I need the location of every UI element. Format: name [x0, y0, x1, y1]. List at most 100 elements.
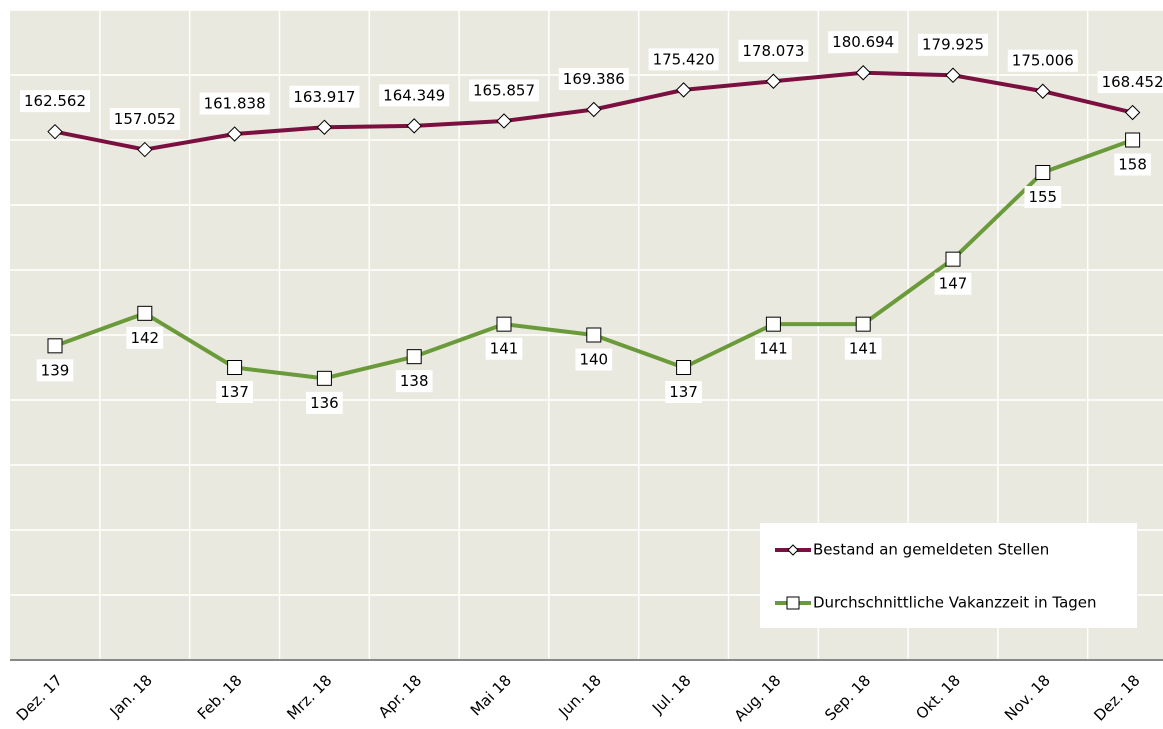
marker — [1035, 83, 1051, 99]
data-label-text: 162.562 — [24, 92, 86, 110]
data-label-text: 140 — [579, 351, 608, 369]
label-box — [468, 79, 540, 102]
legend-label: Bestand an gemeldeten Stellen — [813, 541, 1049, 559]
x-tick-label: Apr. 18 — [375, 671, 425, 721]
data-label-text: 164.349 — [383, 86, 445, 104]
legend-marker — [786, 596, 800, 610]
x-tick-label: Jul. 18 — [648, 671, 694, 717]
marker — [316, 370, 332, 386]
data-label-text: 147 — [939, 275, 968, 293]
data-label-text: 179.925 — [922, 36, 984, 54]
data-label-text: 168.452 — [1102, 73, 1163, 91]
marker — [496, 113, 512, 129]
label-box — [199, 92, 270, 115]
data-label: 137 — [665, 381, 702, 403]
data-label: 178.073 — [738, 39, 809, 62]
data-label: 141 — [755, 337, 792, 360]
data-label-text: 175.420 — [653, 50, 715, 68]
label-box — [379, 84, 450, 107]
marker — [137, 305, 153, 321]
label-box — [648, 48, 719, 71]
data-label: 168.452 — [1097, 71, 1163, 94]
marker — [945, 251, 961, 267]
data-label: 157.052 — [109, 108, 180, 131]
marker — [765, 316, 781, 332]
data-label: 175.420 — [648, 48, 719, 71]
x-tick-label: Dez. 18 — [1090, 671, 1143, 724]
data-label-text: 163.917 — [293, 88, 355, 106]
data-label: 163.917 — [289, 85, 360, 108]
x-tick-label: Sep. 18 — [821, 671, 874, 724]
marker — [47, 123, 63, 140]
x-tick-label: Nov. 18 — [1001, 671, 1054, 724]
data-label-text: 138 — [400, 372, 429, 390]
marker — [675, 82, 692, 98]
label-box — [306, 391, 343, 414]
x-tick-label: Jun. 18 — [555, 671, 605, 721]
data-label: 147 — [934, 272, 972, 295]
marker — [137, 141, 153, 158]
data-label-text: 169.386 — [563, 70, 625, 88]
x-tick-label: Dez. 17 — [13, 671, 66, 724]
label-box — [844, 337, 882, 360]
data-label: 180.694 — [828, 31, 899, 54]
marker — [406, 118, 422, 134]
label-box — [738, 39, 809, 62]
marker — [226, 126, 243, 142]
marker — [676, 360, 692, 375]
label-box — [36, 359, 74, 382]
data-label-text: 141 — [759, 340, 788, 358]
label-box — [395, 370, 433, 393]
label-box — [19, 90, 91, 113]
label-box — [1114, 153, 1151, 176]
marker — [855, 65, 871, 81]
data-label: 175.006 — [1007, 49, 1078, 72]
data-label-text: 141 — [490, 340, 519, 358]
label-box — [575, 348, 613, 371]
data-label: 164.349 — [379, 84, 450, 107]
data-label-text: 137 — [220, 383, 249, 401]
data-label-text: 161.838 — [204, 95, 266, 113]
legend-marker — [787, 544, 799, 556]
label-box — [665, 381, 702, 403]
data-label: 138 — [395, 370, 433, 393]
data-label: 141 — [485, 337, 523, 360]
legend-box — [760, 523, 1137, 628]
data-label-text: 175.006 — [1012, 52, 1074, 70]
data-label-text: 158 — [1118, 156, 1147, 174]
x-tick-label: Mrz. 18 — [283, 671, 335, 723]
label-box — [216, 381, 253, 403]
data-label: 142 — [126, 326, 164, 349]
data-label-text: 165.857 — [473, 81, 535, 99]
x-tick-label: Aug. 18 — [731, 671, 785, 725]
marker — [586, 101, 602, 118]
label-box — [558, 67, 629, 90]
data-label: 140 — [575, 348, 613, 371]
data-label: 158 — [1114, 153, 1151, 176]
marker — [945, 67, 961, 83]
x-tick-label: Jan. 18 — [106, 671, 156, 721]
data-label: 139 — [36, 359, 74, 382]
legend-label: Durchschnittliche Vakanzzeit in Tagen — [813, 594, 1097, 612]
x-tick-label: Feb. 18 — [194, 671, 246, 723]
data-label-text: 137 — [669, 383, 698, 401]
data-label: 141 — [844, 337, 882, 360]
data-label: 136 — [306, 391, 343, 414]
marker — [765, 73, 782, 89]
marker — [586, 327, 602, 343]
marker — [855, 316, 871, 332]
marker — [1124, 104, 1141, 121]
x-tick-label: Mai 18 — [467, 671, 515, 719]
label-box — [934, 272, 972, 295]
data-label: 162.562 — [19, 90, 91, 113]
marker — [1035, 165, 1051, 180]
data-label-text: 136 — [310, 394, 339, 412]
legend: Bestand an gemeldeten Stellen Durchschnit… — [760, 523, 1137, 628]
marker — [47, 338, 63, 354]
data-label: 179.925 — [917, 33, 989, 56]
label-box — [1097, 71, 1163, 94]
marker — [496, 316, 512, 332]
marker — [227, 360, 243, 375]
label-box — [126, 326, 164, 349]
